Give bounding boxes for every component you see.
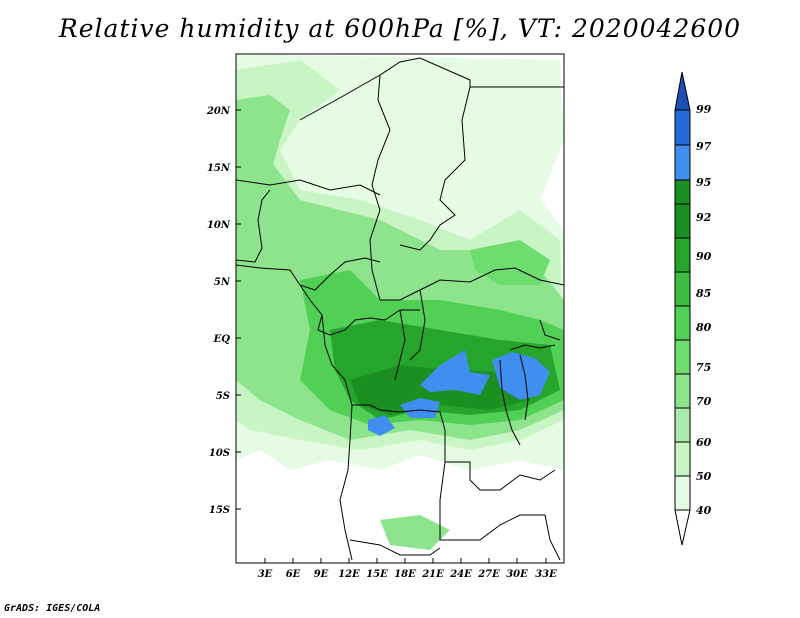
- credit-text: GrADS: IGES/COLA: [4, 603, 101, 614]
- lon-label: 21E: [421, 569, 444, 580]
- colorbar-segment: [674, 305, 691, 341]
- lat-label: 10N: [207, 220, 231, 231]
- lon-label: 9E: [314, 569, 329, 580]
- colorbar-label: 75: [696, 361, 711, 374]
- colorbar-labels: 40 50 60 70 75 80 85 90 92 95 97 99: [696, 103, 712, 517]
- colorbar-label: 85: [696, 287, 711, 300]
- colorbar-segment: [674, 475, 691, 511]
- lat-label: 15S: [209, 505, 230, 516]
- colorbar-top-arrow: [674, 71, 691, 111]
- plot-title: Relative humidity at 600hPa [%], VT: 202…: [58, 14, 742, 43]
- rh-95-patch: [492, 352, 550, 400]
- rh-75-patch: [380, 515, 450, 550]
- lon-label: 18E: [394, 569, 416, 580]
- colorbar-label: 95: [696, 176, 711, 189]
- colorbar-segment: [674, 144, 691, 181]
- lon-label: 33E: [535, 569, 557, 580]
- lon-label: 24E: [449, 569, 472, 580]
- lon-label: 6E: [286, 569, 301, 580]
- colorbar-label: 60: [696, 436, 712, 449]
- colorbar-bottom-arrow: [674, 509, 691, 546]
- lon-label: 12E: [338, 569, 360, 580]
- lon-label: 15E: [366, 569, 388, 580]
- colorbar-segment: [674, 237, 691, 273]
- rh-75-patch: [470, 240, 550, 285]
- rh-95-patch: [368, 415, 395, 436]
- colorbar-label: 99: [696, 103, 712, 116]
- colorbar-segment: [674, 109, 691, 146]
- lon-label: 27E: [477, 569, 500, 580]
- colorbar-label: 92: [696, 211, 712, 224]
- colorbar-segment: [674, 373, 691, 409]
- lon-label: 3E: [258, 569, 273, 580]
- lon-label: 30E: [506, 569, 528, 580]
- country-borders: [236, 57, 564, 561]
- colorbar-segment: [674, 179, 691, 205]
- latitude-axis: 20N 15N 10N 5N EQ 5S 10S 15S: [206, 106, 241, 516]
- rh-95-patch: [420, 350, 490, 395]
- colorbar-segment: [674, 203, 691, 239]
- lat-label: 15N: [207, 163, 231, 174]
- lat-label: EQ: [213, 334, 231, 345]
- colorbar-label: 80: [696, 321, 712, 334]
- colorbar-label: 70: [696, 395, 712, 408]
- lat-label: 20N: [206, 106, 231, 117]
- colorbar: [674, 71, 691, 546]
- lat-label: 5S: [216, 391, 230, 402]
- colorbar-label: 97: [696, 140, 712, 153]
- map-frame: [235, 53, 565, 564]
- colorbar-segment: [674, 339, 691, 375]
- colorbar-label: 90: [696, 250, 712, 263]
- rh-95-patch: [400, 398, 440, 418]
- lat-label: 5N: [214, 277, 231, 288]
- rh-75-patch: [236, 95, 290, 180]
- colorbar-label: 50: [696, 470, 712, 483]
- longitude-axis: 3E 6E 9E 12E 15E 18E 21E 24E 27E 30E 33E: [258, 558, 557, 580]
- colorbar-segment: [674, 271, 691, 307]
- colorbar-segment: [674, 441, 691, 477]
- colorbar-label: 40: [696, 504, 712, 517]
- colorbar-segment: [674, 407, 691, 443]
- humidity-field: [236, 54, 564, 563]
- lat-label: 10S: [209, 448, 230, 459]
